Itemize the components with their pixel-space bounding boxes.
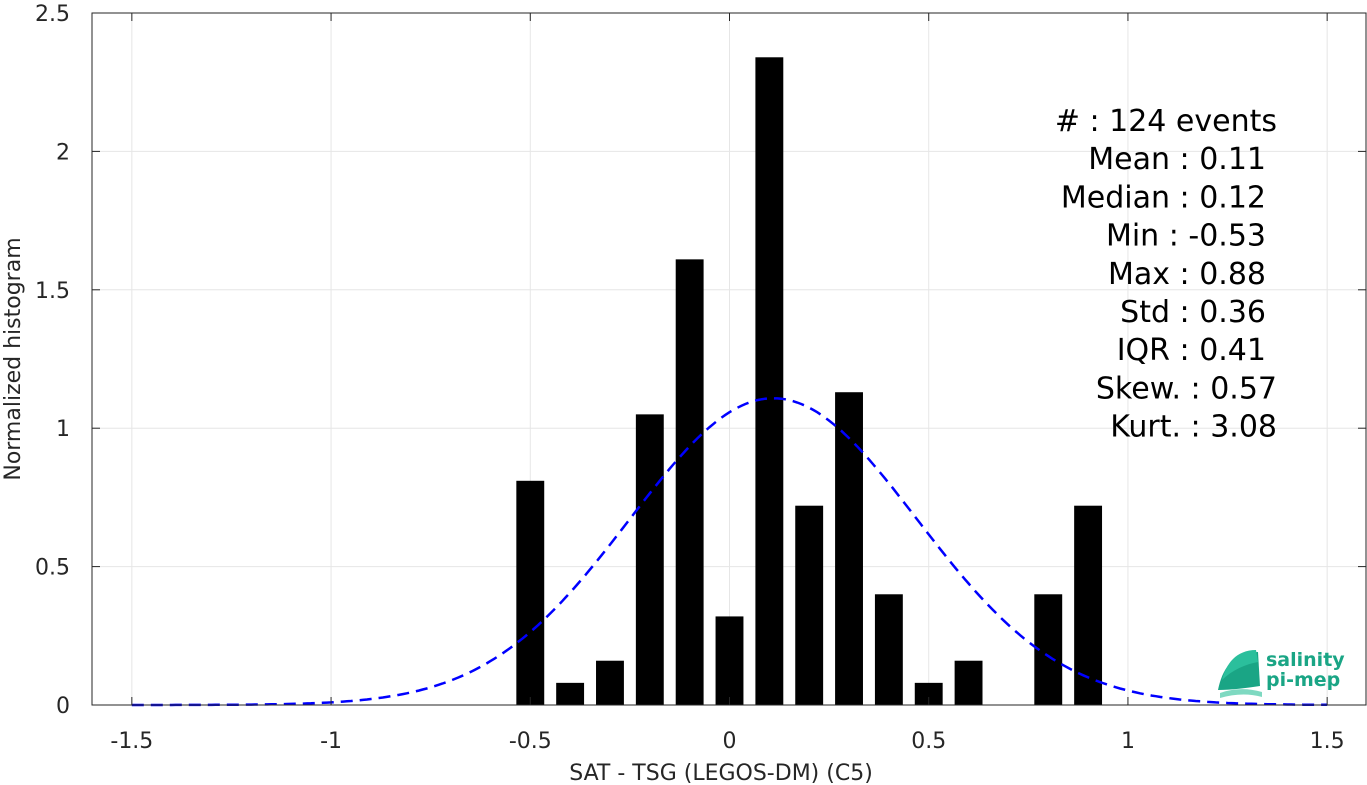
x-tick-label: 0	[723, 729, 737, 754]
histogram-bar	[635, 414, 664, 705]
x-tick-label: -1.5	[110, 729, 153, 754]
histogram-bar	[874, 594, 903, 705]
histogram-bar	[954, 660, 983, 705]
logo-line1: salinity	[1266, 649, 1345, 671]
histogram-bar	[596, 660, 624, 705]
y-tick-label: 1.5	[35, 279, 70, 304]
x-tick-label: 1.5	[1310, 729, 1345, 754]
logo-waves-icon	[1218, 650, 1262, 698]
histogram-bar	[556, 682, 585, 705]
y-axis-title: Normalized histogram	[1, 237, 26, 480]
bars-layer	[516, 57, 1103, 705]
histogram-bar	[755, 57, 784, 705]
stats-line: Max : 0.88	[1108, 257, 1266, 292]
y-tick-label: 0	[56, 694, 70, 719]
x-axis-title: SAT - TSG (LEGOS-DM) (C5)	[569, 761, 873, 785]
x-tick-label: -0.5	[509, 729, 552, 754]
y-tick-label: 2	[56, 140, 70, 165]
histogram-bar	[795, 505, 824, 705]
stats-line: Std : 0.36	[1120, 295, 1266, 330]
histogram-bar	[715, 616, 744, 705]
stats-line: Min : -0.53	[1106, 219, 1266, 254]
x-tick-label: 1	[1121, 729, 1135, 754]
histogram-bar	[1074, 505, 1103, 705]
histogram-bar	[516, 480, 545, 705]
y-tick-label: 0.5	[35, 556, 70, 581]
x-tick-label: -1	[320, 729, 342, 754]
x-tick-label: 0.5	[911, 729, 946, 754]
stats-line: Mean : 0.11	[1088, 142, 1266, 177]
stats-line: Kurt. : 3.08	[1110, 410, 1277, 445]
histogram-bar	[914, 682, 943, 705]
y-tick-label: 1	[56, 417, 70, 442]
stats-line: # : 124 events	[1055, 104, 1277, 139]
stats-line: IQR : 0.41	[1117, 333, 1266, 368]
salinity-pi-mep-logo: salinity pi-mep	[1218, 649, 1345, 698]
histogram-bar	[835, 392, 863, 705]
logo-line2: pi-mep	[1266, 669, 1340, 691]
histogram-bar	[675, 259, 704, 705]
stats-line: Skew. : 0.57	[1096, 371, 1277, 406]
y-tick-label: 2.5	[35, 2, 70, 27]
ticks-layer: -1.5 -1 -0.5 0 0.5 1 1.5 0 0.5 1 1.5 2 2.5	[35, 2, 1366, 754]
stats-line: Median : 0.12	[1061, 180, 1266, 215]
